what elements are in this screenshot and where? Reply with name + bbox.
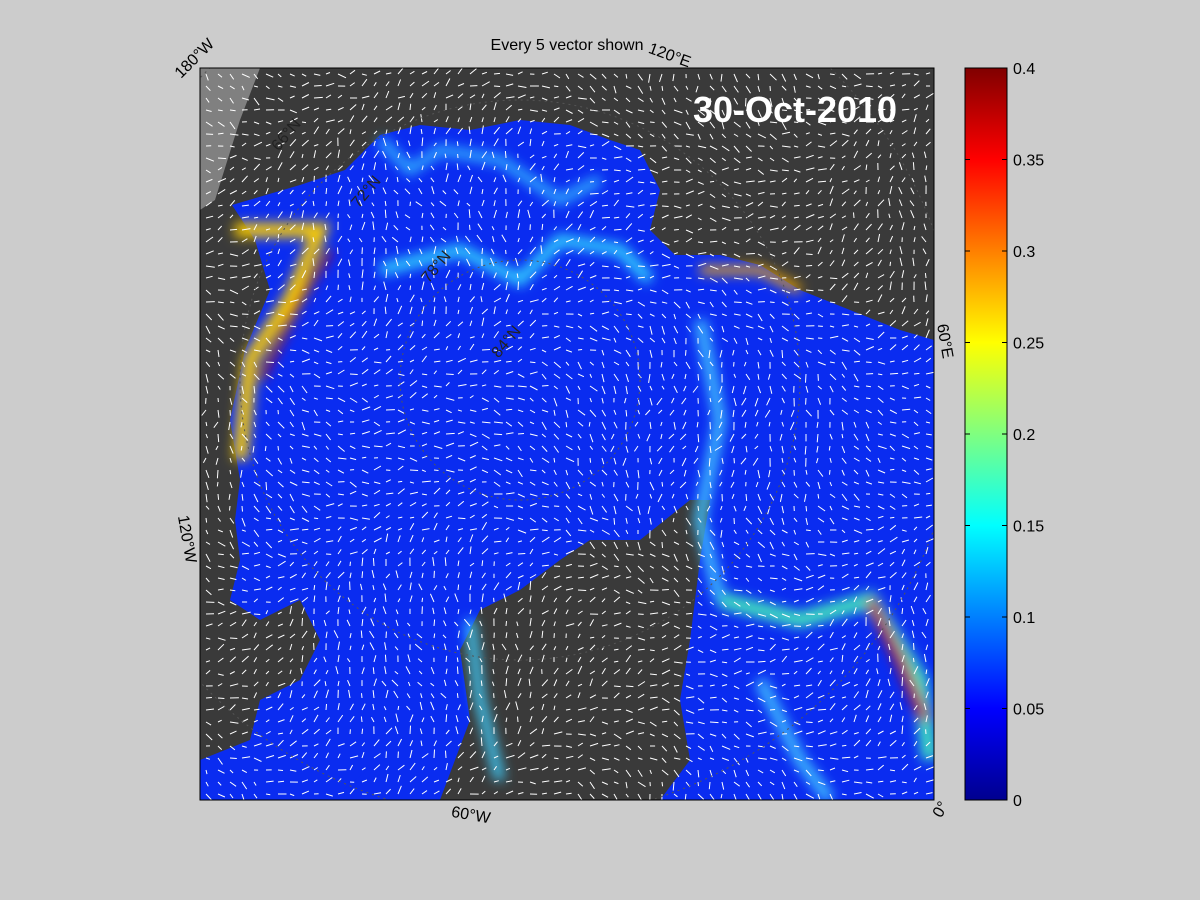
graticule [200, 68, 934, 800]
map-frame [199, 67, 935, 801]
colorbar-tick-label: 0.05 [1013, 702, 1044, 719]
longitude-label: 60°E [933, 323, 956, 360]
colorbar-tick-label: 0.3 [1013, 244, 1035, 261]
ocean [200, 120, 934, 800]
longitude-label: 0° [930, 799, 952, 821]
colorbar-tick-label: 0.15 [1013, 519, 1044, 536]
outside-region [200, 68, 260, 210]
colorbar [964, 67, 1008, 801]
colorbar-tick-label: 0 [1013, 793, 1022, 810]
velocity-vectors [201, 68, 934, 800]
date-label: 30-Oct-2010 [693, 89, 897, 130]
colorbar-tick-label: 0.35 [1013, 153, 1044, 170]
colorbar-tick-label: 0.4 [1013, 61, 1035, 78]
map-title: Every 5 vector shown [491, 37, 644, 54]
colorbar-tick-label: 0.1 [1013, 610, 1035, 627]
strait [250, 630, 420, 800]
map [200, 68, 934, 800]
colorbar-tick-label: 0.25 [1013, 336, 1044, 353]
longitude-label: 60°W [450, 804, 493, 828]
colorbar-tick-label: 0.2 [1013, 427, 1035, 444]
